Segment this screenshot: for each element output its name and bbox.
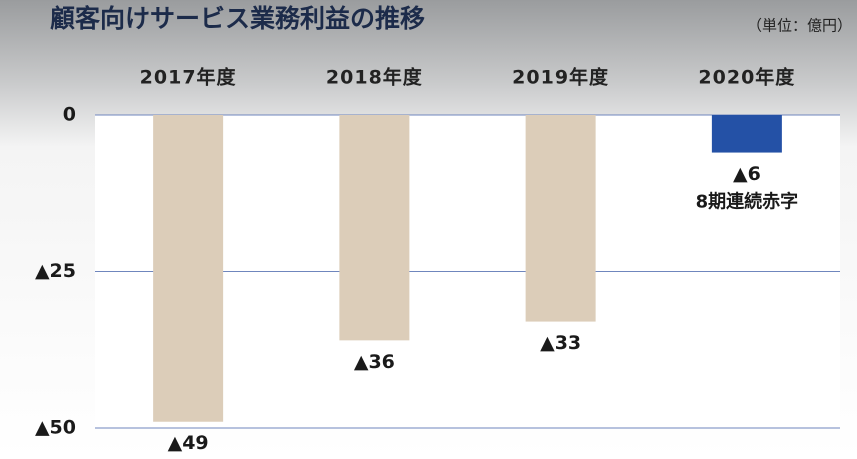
chart: 顧客向けサービス業務利益の推移 （単位：億円） 0 ▲25 ▲50 2017年度 ▲49… xyxy=(0,0,857,459)
y-tick-label: 0 xyxy=(63,104,76,126)
bar xyxy=(526,115,596,322)
bar xyxy=(339,115,409,340)
value-label: ▲49 xyxy=(168,432,209,454)
x-tick-label: 2018年度 xyxy=(326,66,423,89)
unit-label: （単位：億円） xyxy=(747,17,852,35)
x-tick-label: 2020年度 xyxy=(698,66,795,89)
x-tick-label: 2017年度 xyxy=(140,66,237,89)
chart-title: 顧客向けサービス業務利益の推移 xyxy=(50,4,425,33)
bar xyxy=(153,115,223,422)
value-label: ▲6 xyxy=(733,163,761,185)
y-tick-label: ▲25 xyxy=(35,260,76,282)
value-label: ▲33 xyxy=(540,332,581,354)
x-tick-label: 2019年度 xyxy=(512,66,609,89)
bar xyxy=(712,115,782,153)
annotation: 8期連続赤字 xyxy=(696,191,799,213)
y-tick-label: ▲50 xyxy=(35,417,76,439)
value-label: ▲36 xyxy=(354,351,395,373)
